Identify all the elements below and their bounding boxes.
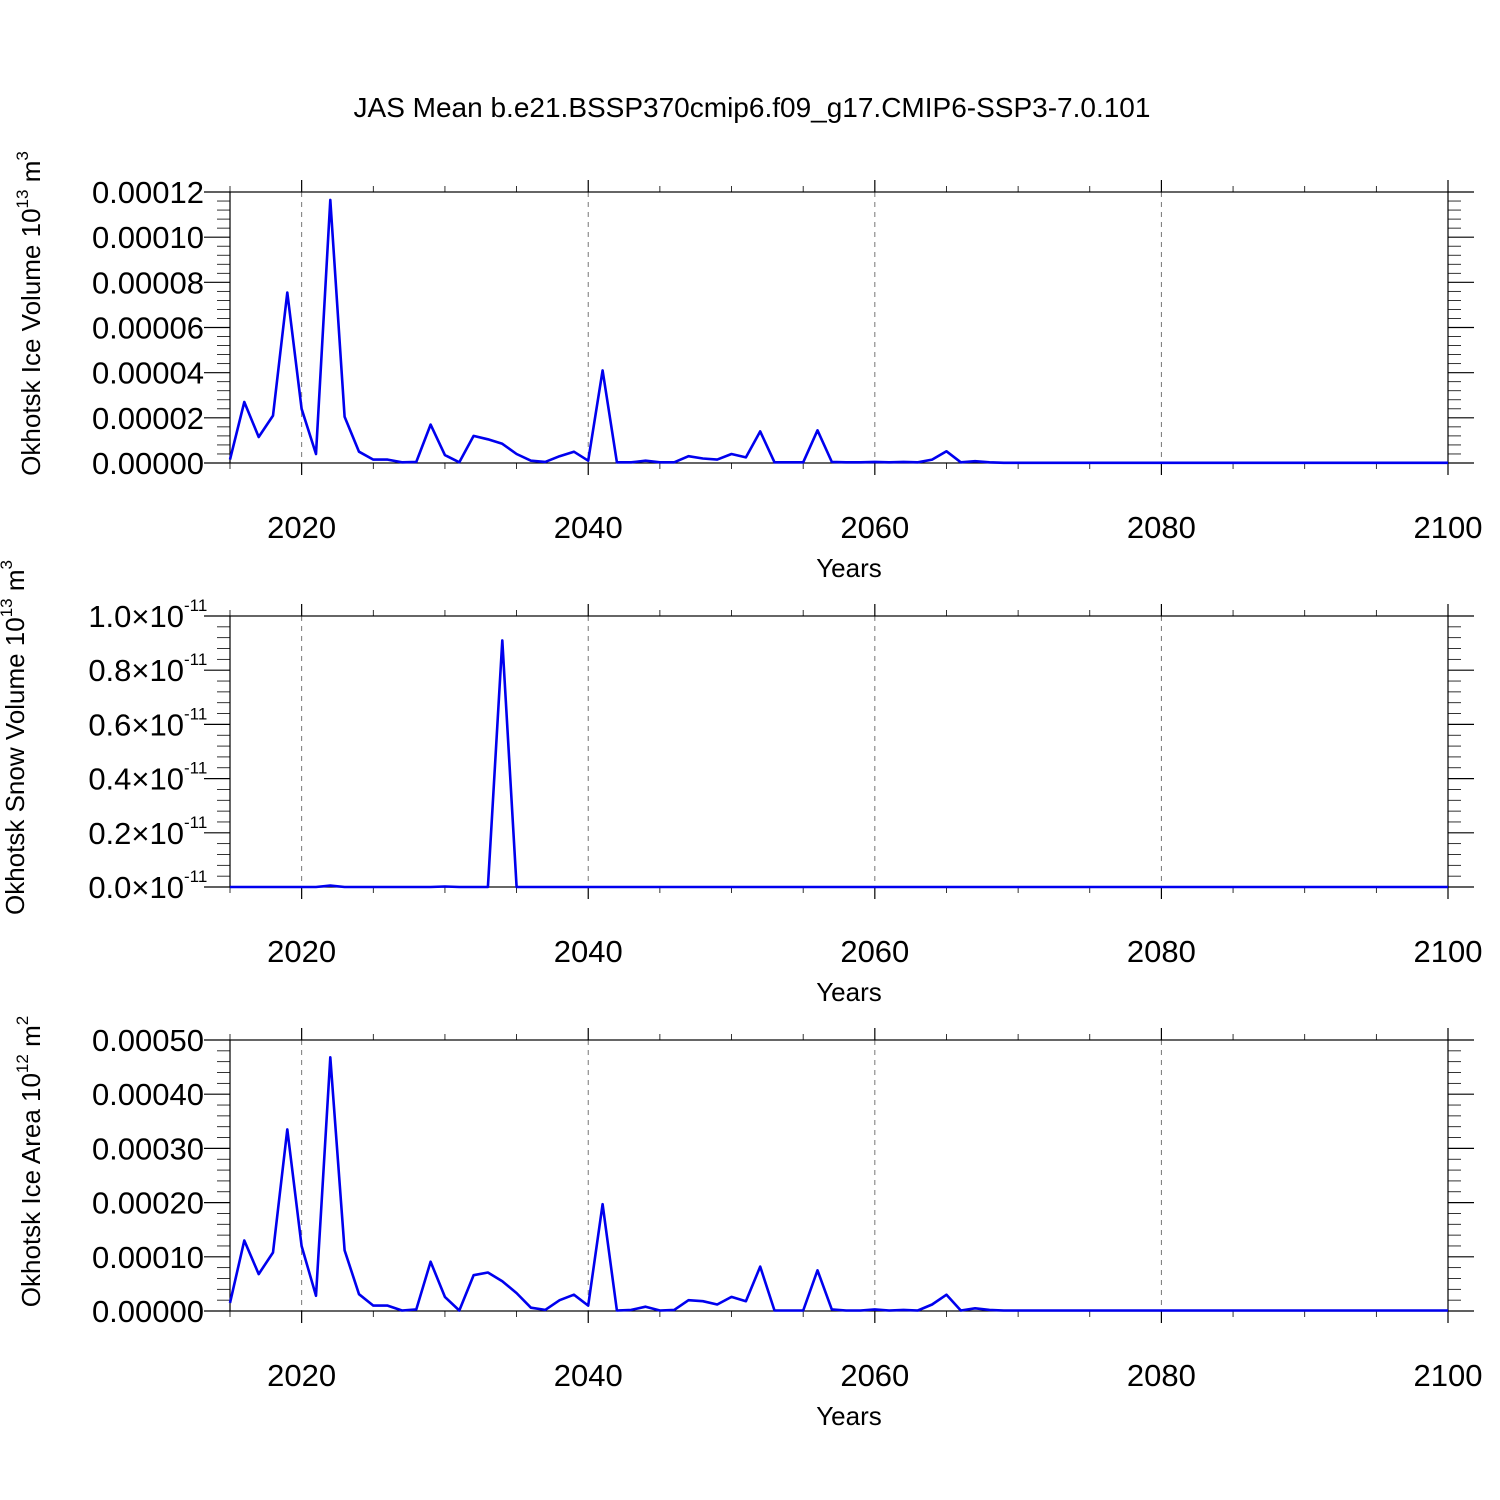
x-tick-label: 2080 xyxy=(1127,510,1196,545)
data-series-line xyxy=(228,1056,1448,1312)
y-tick-exponent: -11 xyxy=(184,867,207,886)
y-tick-label: 0.00010 xyxy=(92,220,204,255)
chart-title: JAS Mean b.e21.BSSP370cmip6.f09_g17.CMIP… xyxy=(354,92,1151,123)
x-tick-label: 2060 xyxy=(840,934,909,969)
x-tick-label: 2080 xyxy=(1127,1358,1196,1393)
y-axis-label: Okhotsk Ice Volume 1013 m3 xyxy=(13,151,46,476)
x-tick-label: 2060 xyxy=(840,1358,909,1393)
data-series-line xyxy=(228,198,1448,465)
y-tick-exponent: -11 xyxy=(184,759,207,778)
plot-frame xyxy=(229,615,1449,888)
y-tick-label: 0.4×10 xyxy=(88,762,184,797)
y-tick-exponent: -11 xyxy=(184,704,207,723)
x-tick-label: 2040 xyxy=(554,934,623,969)
y-tick-exponent: -11 xyxy=(184,813,207,832)
y-tick-label: 0.8×10 xyxy=(88,653,184,688)
y-tick-label: 0.2×10 xyxy=(88,816,184,851)
x-tick-label: 2020 xyxy=(267,934,336,969)
data-series-line xyxy=(230,639,1448,889)
chart-panel-1: 2020 2040 2060 2080 2100 0.00000 0.00002 0.0000… xyxy=(13,151,1482,583)
x-tick-label: 2040 xyxy=(554,510,623,545)
y-axis-label: Okhotsk Ice Area 1012 m2 xyxy=(13,1016,46,1307)
x-tick-label: 2060 xyxy=(840,510,909,545)
x-tick-label: 2020 xyxy=(267,510,336,545)
y-tick-exponent: -11 xyxy=(184,650,207,669)
y-tick-label: 0.00030 xyxy=(92,1131,204,1166)
y-axis-label: Okhotsk Snow Volume 1013 m3 xyxy=(0,560,30,915)
x-axis-label: Years xyxy=(816,1401,882,1431)
y-tick-label: 0.00008 xyxy=(92,265,204,300)
plot-frame xyxy=(229,191,1449,464)
y-tick-label: 0.00020 xyxy=(92,1186,204,1221)
x-tick-label: 2100 xyxy=(1414,510,1483,545)
y-tick-label: 0.00050 xyxy=(92,1023,204,1058)
y-tick-label: 0.00000 xyxy=(92,446,204,481)
y-tick-label: 0.00002 xyxy=(92,401,204,436)
y-tick-label: 0.00010 xyxy=(92,1240,204,1275)
x-axis-label: Years xyxy=(816,553,882,583)
x-tick-label: 2100 xyxy=(1414,1358,1483,1393)
chart-panel-3: 2020 2040 2060 2080 2100 0.00000 0.00010 0.0002… xyxy=(13,1016,1482,1431)
y-tick-label: 0.00006 xyxy=(92,311,204,346)
x-tick-label: 2080 xyxy=(1127,934,1196,969)
y-tick-label: 0.6×10 xyxy=(88,707,184,742)
plot-frame xyxy=(229,1039,1449,1312)
y-tick-label: 1.0×10 xyxy=(88,599,184,634)
x-tick-label: 2020 xyxy=(267,1358,336,1393)
y-tick-label: 0.00004 xyxy=(92,356,204,391)
y-tick-label: 0.00000 xyxy=(92,1294,204,1329)
x-axis-label: Years xyxy=(816,977,882,1007)
x-tick-label: 2100 xyxy=(1414,934,1483,969)
y-tick-label: 0.0×10 xyxy=(88,870,184,905)
y-tick-exponent: -11 xyxy=(184,596,207,615)
x-tick-label: 2040 xyxy=(554,1358,623,1393)
y-tick-label: 0.00040 xyxy=(92,1077,204,1112)
y-tick-label: 0.00012 xyxy=(92,175,204,210)
